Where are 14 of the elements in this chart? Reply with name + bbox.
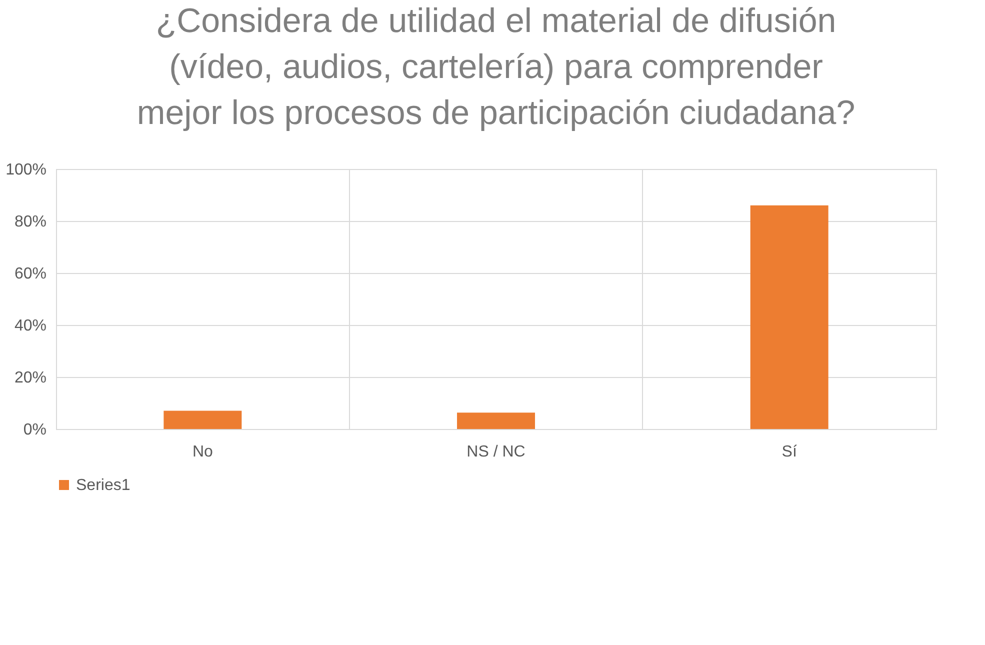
y-tick-label: 80% [14,214,46,230]
x-tick-label: No [192,444,213,460]
bar [457,412,535,429]
bar [750,205,828,429]
y-tick-label: 100% [6,162,46,178]
x-tick-label: NS / NC [466,444,526,460]
legend-label: Series1 [76,477,130,494]
y-tick-label: 20% [14,370,46,386]
y-tick-label: 60% [14,266,46,282]
y-tick-label: 40% [14,318,46,334]
y-tick-label: 0% [23,422,46,438]
bar [164,410,242,429]
x-tick-label: Sí [782,444,798,460]
chart-title: ¿Considera de utilidad el material de difusión (vídeo, audios, cartelería) para comprender mejor los procesos de participación ciudadana? [136,2,856,132]
